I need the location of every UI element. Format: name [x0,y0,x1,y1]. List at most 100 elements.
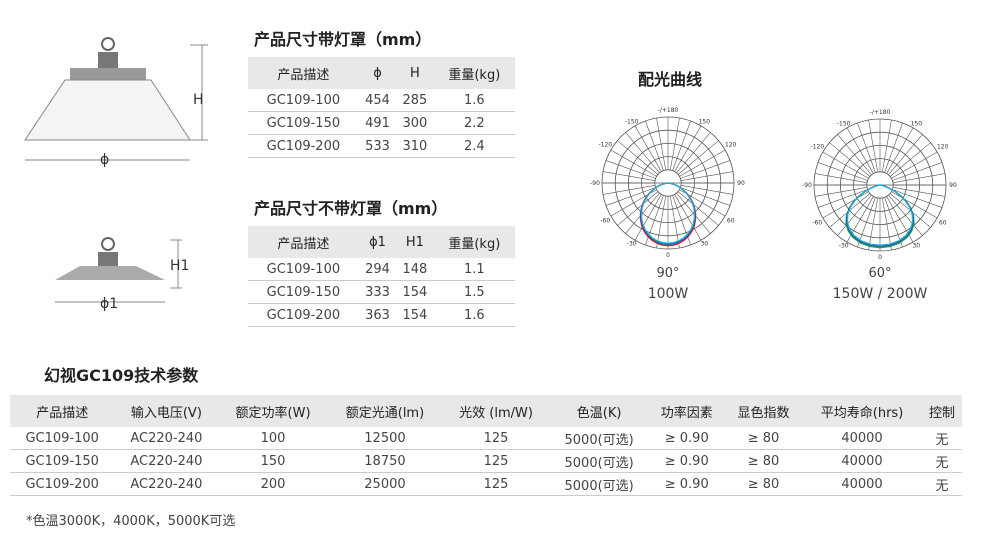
header-cell: 平均寿命(hrs) [801,395,923,427]
table-row: GC109-200 AC220-240 200 25000 125 5000(可选) ≥ 0… [10,472,962,496]
polar-grid-line [677,191,719,226]
polar-grid-line [888,194,923,236]
polar-grid-line [676,132,711,174]
polar-grid-line [814,173,868,184]
polar-grid-line [892,186,946,197]
diameter-label: ϕ [100,152,110,168]
beam-angle-60: 60° [868,266,892,281]
polar-grid-line [674,194,702,241]
polar-grid-line [891,151,938,179]
polar-angle-label: -30 [839,243,849,250]
polar-grid-line [669,117,680,171]
header-cell: 色温(K) [549,395,649,427]
polar-grid-line [602,171,656,182]
polar-grid-line [884,122,903,173]
polar-angle-label: -120 [598,142,612,149]
polar-angle-label: 90 [737,180,745,187]
polar-grid-line [891,191,938,219]
polar-grid-line [625,132,660,174]
polar-grid-line [822,191,869,219]
polar-grid-line [846,127,874,174]
polar-angle-label: -30 [627,241,637,248]
polar-grid-line [605,160,656,179]
beam-angle-90: 90° [656,266,680,281]
polar-angle-label: -120 [810,144,824,151]
table-row: GC109-100 454 285 1.6 [248,89,515,112]
header-cell: 产品描述 [10,395,115,427]
power-150w-200w: 150W / 200W [832,286,928,302]
header-cell: ϕ1 [358,226,397,258]
header-cell: 产品描述 [248,57,359,89]
polar-grid-line [677,140,719,175]
polar-grid-line [656,195,667,249]
polar-grid-line [680,171,734,182]
polar-grid-line [610,149,657,177]
footnote: *色温3000K，4000K，5000K可选 [26,514,236,529]
polar-grid-line [676,192,711,234]
table-row: GC109-200 363 154 1.6 [248,303,515,327]
height1-label: H1 [170,258,190,274]
polar-grid-line [645,120,664,171]
polar-curve [640,182,696,244]
header-cell: 重量(kg) [433,57,515,89]
polar-grid-line [617,191,659,226]
polar-angle-label: -/+180 [870,109,891,116]
polar-grid-line [881,119,892,173]
table-row: GC109-100 294 148 1.1 [248,258,515,281]
power-100w: 100W [647,286,689,302]
header-cell: 光效 (lm/W) [442,395,550,427]
specs-title: 幻视GC109技术参数 [44,366,199,385]
polar-angle-label: -90 [802,182,812,189]
polar-angle-label: -60 [812,220,822,227]
polar-grid-line [888,134,923,176]
dimensions-without-reflector-table: 产品描述 ϕ1 H1 重量(kg) GC109-100 294 148 1.1 GC109-… [248,226,515,327]
polar-grid-line [680,184,734,195]
header-cell: 显色指数 [725,395,802,427]
polar-angle-label: 120 [725,142,737,149]
polar-grid-line [857,197,876,248]
table-row: GC109-150 AC220-240 150 18750 125 5000(可选) ≥ 0… [10,449,962,473]
polar-grid-line [881,197,892,251]
polar-angle-label: 0 [666,252,670,259]
polar-angle-label: 30 [700,241,708,248]
polar-grid-line [679,149,726,177]
polar-grid-line [617,140,659,175]
polar-angle-label: 150 [911,121,923,128]
polar-grid-line [857,122,876,173]
specs-table: 产品描述 输入电压(V) 额定功率(W) 额定光通(lm) 光效 (lm/W) 色温(K)… [10,395,962,496]
height-label: H [193,92,204,108]
polar-grid-line [680,187,731,206]
polar-grid-line [837,194,872,236]
polar-grid-line [605,187,656,206]
header-cell: 额定功率(W) [218,395,328,427]
polar-grid-line [634,194,662,241]
polar-angle-label: 150 [699,119,711,126]
header-cell: 功率因素 [648,395,726,427]
polar-grid-line [817,162,868,181]
polar-grid-line [669,195,680,249]
polar-angle-label: -150 [625,119,639,126]
polar-grid-line [892,189,943,208]
table-row: GC109-100 AC220-240 100 12500 125 5000(可选) ≥ 0… [10,427,962,450]
polar-grid-line [822,151,869,179]
polar-angle-label: -/+180 [658,107,679,114]
polar-grid-line [672,120,691,171]
polar-angle-label: 60 [727,218,735,225]
polar-grid-line [892,173,946,184]
table-row: GC109-150 333 154 1.5 [248,280,515,304]
polar-grid-line [868,197,879,251]
header-cell: 重量(kg) [433,226,515,258]
polar-grid-line [829,142,871,177]
table2-title: 产品尺寸不带灯罩（mm） [254,199,448,218]
polar-grid-line [602,184,656,195]
header-cell: 控制 [922,395,962,427]
table-row: GC109-200 533 310 2.4 [248,134,515,158]
dimensions-with-reflector-table: 产品描述 ϕ H 重量(kg) GC109-100 454 285 1.6 GC109-15… [248,57,515,158]
header-cell: H [396,57,434,89]
lamp-with-reflector-drawing [24,37,208,161]
header-cell: ϕ [358,57,397,89]
polar-grid-line [634,125,662,172]
polar-grid-line [625,192,660,234]
polar-angle-label: -60 [600,218,610,225]
polar-grid-line [674,125,702,172]
